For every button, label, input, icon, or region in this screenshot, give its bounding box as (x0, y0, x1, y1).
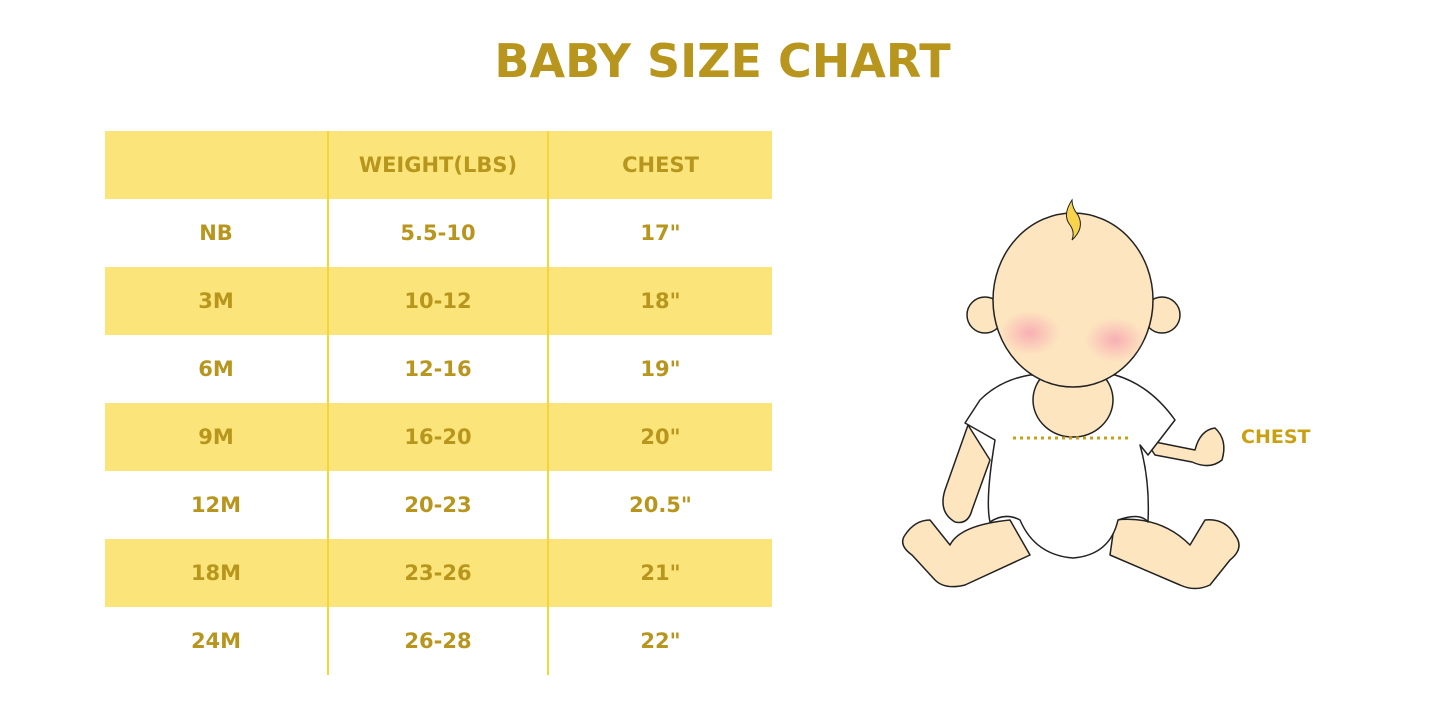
cell-weight: 23-26 (327, 539, 549, 607)
table-header-row: WEIGHT(LBS) CHEST (105, 131, 772, 199)
right-cheek (1085, 318, 1145, 362)
cell-chest: 18" (640, 289, 681, 313)
cell-weight: 10-12 (327, 267, 549, 335)
cell-size: 24M (190, 629, 242, 653)
hair-tuft (1066, 198, 1081, 241)
cell-weight: 20-23 (327, 471, 549, 539)
right-leg (1109, 518, 1240, 590)
cell-chest: 20" (640, 425, 681, 449)
table-row: 18M 23-26 21" (105, 539, 772, 607)
left-leg (901, 519, 1031, 588)
cell-chest: 22" (640, 629, 681, 653)
cell-weight: 16-20 (327, 403, 549, 471)
cell-chest: 20.5" (629, 493, 692, 517)
table-row: 6M 12-16 19" (105, 335, 772, 403)
body-shirt (964, 374, 1176, 559)
chest-label: CHEST (1241, 426, 1311, 448)
page-title: BABY SIZE CHART (494, 34, 951, 88)
header-weight: WEIGHT(LBS) (327, 131, 549, 199)
cell-size: 12M (190, 493, 242, 517)
table-row: 3M 10-12 18" (105, 267, 772, 335)
cell-size: 6M (198, 357, 234, 381)
cell-size: NB (199, 221, 233, 245)
cell-weight: 26-28 (327, 607, 549, 675)
cell-chest: 21" (640, 561, 681, 585)
size-table: WEIGHT(LBS) CHEST NB 5.5-10 17" 3M 10-12 18" 6… (105, 131, 772, 675)
cell-weight: 5.5-10 (327, 199, 549, 267)
left-arm (942, 424, 991, 524)
left-cheek (1000, 311, 1060, 355)
table-row: NB 5.5-10 17" (105, 199, 772, 267)
table-row: 24M 26-28 22" (105, 607, 772, 675)
table-row: 12M 20-23 20.5" (105, 471, 772, 539)
right-arm (1144, 427, 1225, 467)
cell-size: 18M (190, 561, 242, 585)
cell-chest: 17" (640, 221, 681, 245)
cell-size: 9M (198, 425, 234, 449)
cell-size: 3M (198, 289, 234, 313)
table-row: 9M 16-20 20" (105, 403, 772, 471)
cell-weight: 12-16 (327, 335, 549, 403)
header-chest: CHEST (622, 153, 699, 177)
cell-chest: 19" (640, 357, 681, 381)
